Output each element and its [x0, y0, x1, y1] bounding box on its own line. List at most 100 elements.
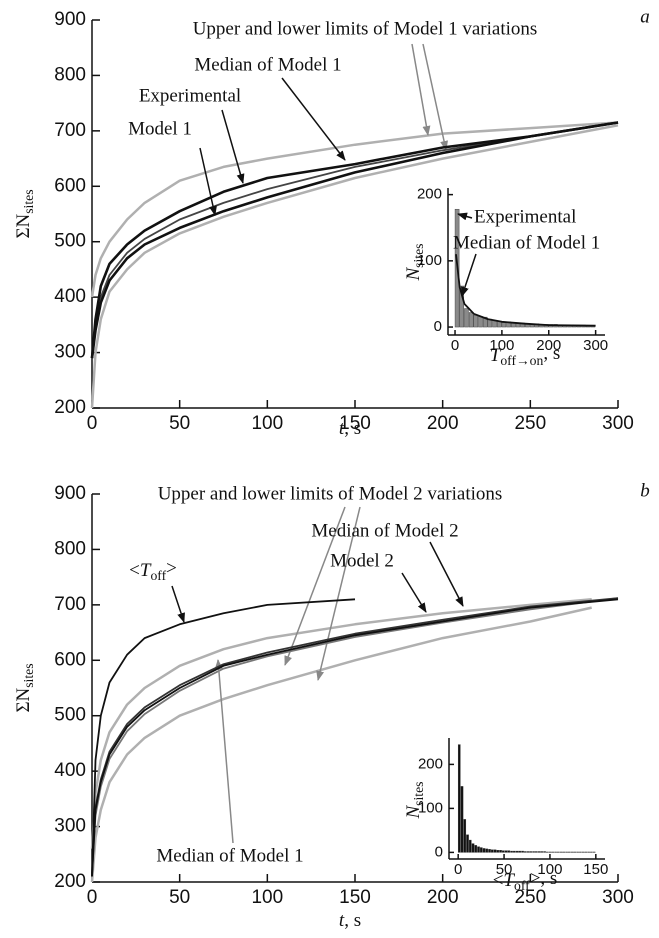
histogram-bar: [537, 851, 541, 853]
arrow: [281, 77, 346, 161]
histogram-bar: [515, 850, 519, 853]
series-line: [91, 121, 619, 359]
lower-limit-line: [90, 606, 592, 883]
annotation: <Toff>: [129, 558, 177, 582]
histogram-bar: [529, 851, 533, 853]
histogram-bar: [463, 819, 467, 853]
histogram-bar: [524, 851, 527, 853]
arrow: [214, 659, 234, 844]
x-tick-label: 50: [169, 413, 190, 434]
arrow: [457, 212, 473, 221]
annotation: Median of Model 2: [311, 520, 458, 541]
histogram-bar: [502, 850, 505, 853]
x-tick-label: 100: [489, 337, 514, 354]
y-tick-label: 600: [54, 175, 86, 196]
y-tick-label: 200: [417, 186, 442, 203]
y-tick-label: 900: [54, 9, 86, 30]
text-part: T: [140, 560, 152, 581]
histogram-bar: [510, 850, 513, 853]
y-tick-label: 400: [54, 286, 86, 307]
text-part: off: [150, 568, 166, 583]
upper-limit-line: [90, 598, 592, 849]
y-tick-label: 200: [54, 397, 86, 418]
histogram-bar: [532, 851, 535, 853]
y-tick-label: 500: [54, 705, 86, 726]
arrow: [221, 109, 245, 184]
annotation: Upper and lower limits of Model 2 variat…: [158, 483, 503, 504]
y-axis-label: ΣNsites: [13, 663, 36, 712]
text-part: N: [403, 267, 424, 282]
histogram-bar: [521, 850, 524, 853]
arrow: [284, 506, 346, 666]
histogram-bar: [504, 850, 508, 853]
annotation: Median of Model 1: [156, 845, 303, 866]
annotation: Model 2: [330, 550, 394, 571]
arrow: [316, 506, 361, 681]
text-part: sites: [21, 663, 36, 687]
x-tick-label: 300: [602, 887, 634, 908]
y-tick-label: 300: [54, 816, 86, 837]
arrow: [199, 147, 217, 216]
series-line: [91, 598, 356, 877]
y-tick-label: 0: [435, 843, 443, 860]
y-tick-label: 600: [54, 649, 86, 670]
arrow: [171, 585, 185, 623]
histogram-bar: [460, 786, 464, 853]
x-tick-label: 300: [602, 413, 634, 434]
y-tick-label: 0: [434, 318, 442, 335]
y-tick-label: 800: [54, 64, 86, 85]
series-line: [90, 121, 619, 359]
x-tick-label: 200: [536, 337, 561, 354]
histogram-bar: [535, 851, 538, 853]
x-tick-label: 100: [251, 887, 283, 908]
histogram-bar: [543, 851, 546, 853]
histogram-bar: [526, 851, 530, 853]
histogram-bar: [468, 312, 474, 328]
arrow: [422, 43, 449, 151]
x-tick-label: 0: [87, 413, 98, 434]
histogram-bar: [540, 851, 544, 853]
histogram-bar: [513, 850, 516, 853]
annotation: Experimental: [474, 206, 576, 227]
annotation: Median of Model 1: [194, 54, 341, 75]
histogram-bar: [493, 849, 497, 853]
x-axis-label: Toff→on, s: [490, 343, 561, 367]
x-tick-label: 0: [451, 337, 459, 354]
text-part: t: [339, 418, 345, 439]
histogram-bar: [471, 843, 475, 853]
text-part: T: [490, 345, 502, 366]
text-part: off→on: [500, 353, 543, 368]
annotation: Median of Model 1: [453, 232, 600, 253]
y-axis-label: Nsites: [403, 782, 426, 820]
arrow: [461, 253, 477, 297]
histogram-bar: [480, 847, 483, 853]
histogram-bar: [477, 846, 480, 853]
histogram-bar: [518, 850, 522, 853]
series-line: [90, 121, 619, 359]
histogram-bar: [459, 285, 465, 328]
x-tick-label: 150: [339, 887, 371, 908]
histogram-bar: [496, 850, 500, 853]
y-tick-label: 300: [54, 342, 86, 363]
y-tick-label: 400: [54, 760, 86, 781]
arrow: [401, 572, 427, 613]
histogram-bar: [507, 850, 511, 853]
x-axis-label: <Toff>, s: [493, 868, 558, 892]
histogram-bar: [485, 848, 489, 853]
y-tick-label: 900: [54, 483, 86, 504]
histogram-bar: [482, 848, 486, 853]
y-tick-label: 100: [417, 252, 442, 269]
arrow: [411, 43, 431, 136]
histogram-bar: [457, 744, 461, 853]
text-part: <: [129, 560, 140, 581]
annotation: Experimental: [139, 85, 241, 106]
series-line: [91, 598, 619, 877]
text-part: ΣN: [13, 687, 34, 712]
y-tick-label: 200: [54, 871, 86, 892]
x-tick-label: 250: [514, 887, 546, 908]
x-tick-label: 0: [87, 887, 98, 908]
histogram-bar: [499, 850, 502, 853]
x-tick-label: 100: [537, 861, 562, 878]
x-tick-label: 100: [251, 413, 283, 434]
